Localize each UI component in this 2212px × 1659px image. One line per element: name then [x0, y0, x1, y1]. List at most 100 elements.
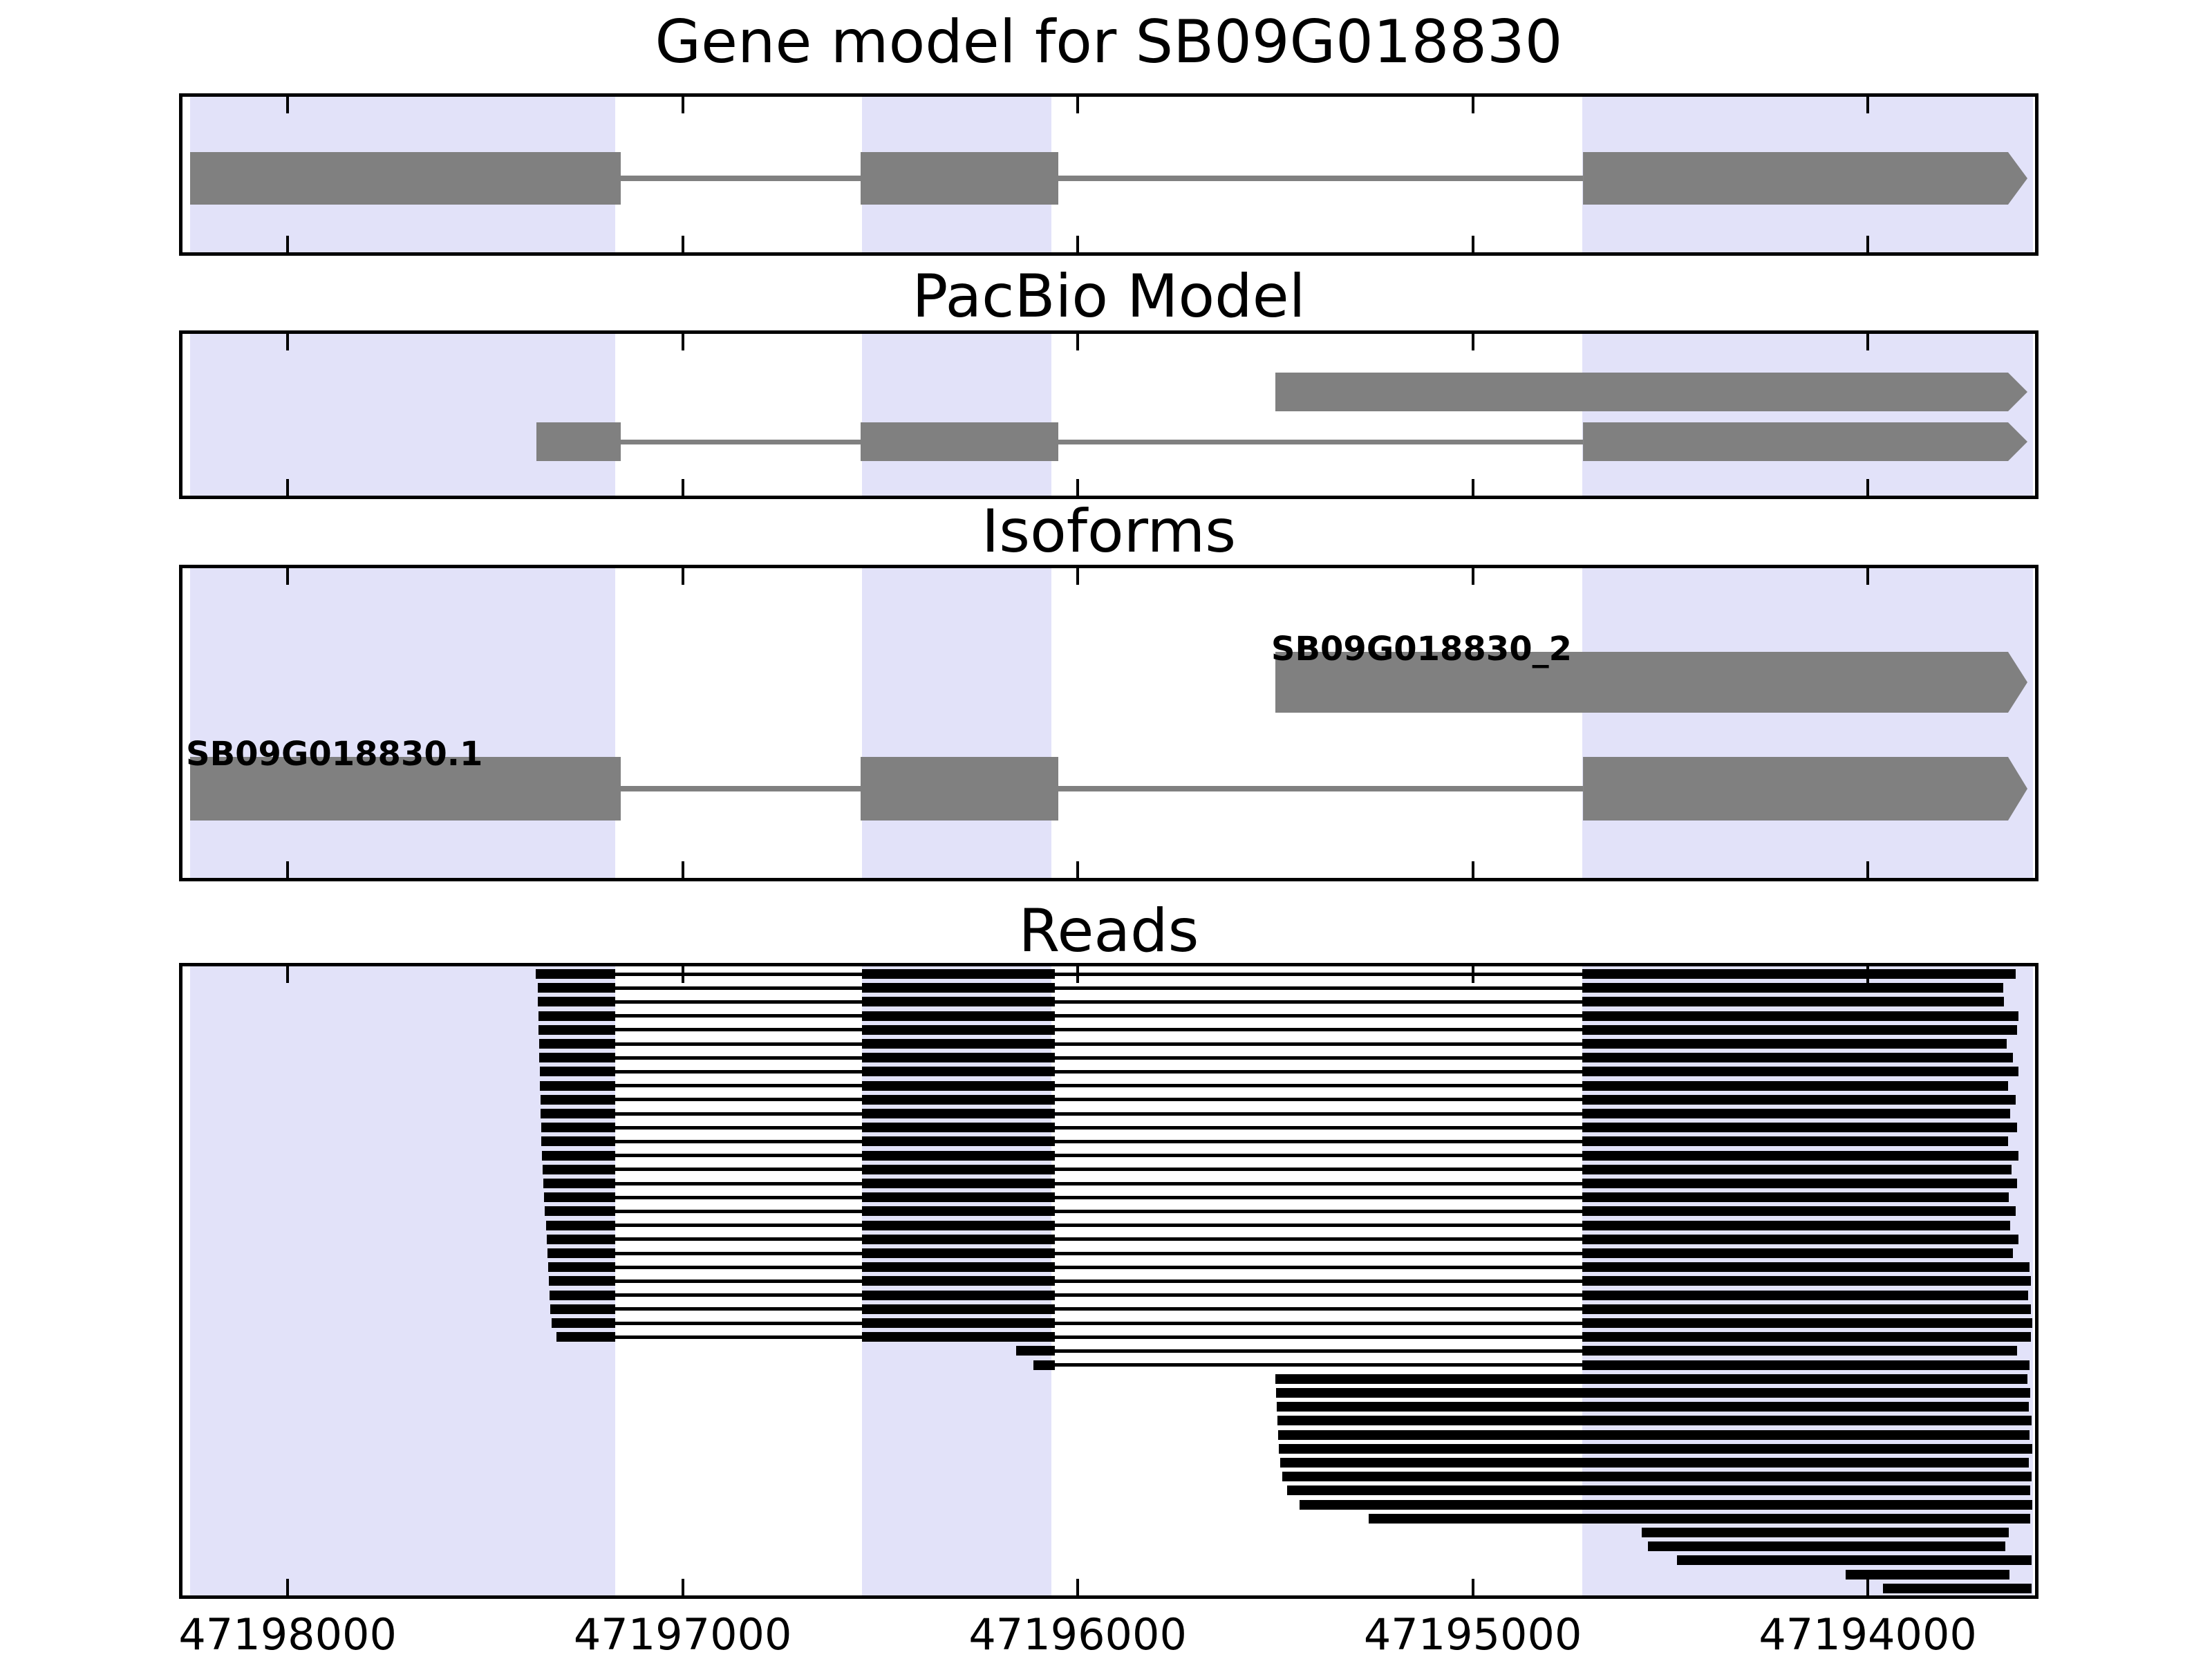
read-intron-line	[1054, 1363, 1582, 1367]
read-exon	[862, 1011, 1055, 1021]
x-axis-tick-mark	[681, 568, 684, 585]
read-exon	[1582, 1179, 2018, 1188]
read-exon	[538, 1024, 615, 1035]
read-intron-line	[615, 1042, 863, 1046]
x-axis-tick-mark	[286, 334, 290, 350]
read-exon	[1279, 1443, 2032, 1454]
read-exon	[862, 1053, 1055, 1063]
read-intron-line	[615, 1139, 863, 1143]
read-exon	[862, 1248, 1055, 1258]
read-exon	[547, 1234, 615, 1244]
pacbio-transcript-intron-line	[620, 439, 861, 444]
read-intron-line	[1054, 1154, 1582, 1158]
read-intron-line	[1054, 1125, 1582, 1130]
read-exon	[540, 1109, 615, 1118]
read-intron-line	[615, 1028, 863, 1032]
read-exon	[1582, 1011, 2018, 1021]
gene-model-intron-line	[1058, 176, 1584, 181]
read-intron-line	[1054, 1042, 1582, 1046]
read-intron-line	[615, 972, 863, 976]
read-exon	[862, 1109, 1055, 1118]
read-exon	[544, 1192, 615, 1203]
read-exon	[548, 1262, 615, 1273]
read-intron-line	[1054, 1139, 1582, 1143]
read-intron-line	[1054, 1014, 1582, 1018]
read-intron-line	[1054, 1279, 1582, 1283]
read-intron-line	[1054, 1237, 1582, 1241]
read-intron-line	[615, 1000, 863, 1004]
isoform-exon	[190, 757, 621, 821]
pacbio-transcript-intron-line	[1058, 439, 1584, 444]
read-exon	[1278, 1430, 2030, 1440]
read-exon	[1275, 1374, 2027, 1384]
isoform-exon	[1275, 652, 2027, 713]
read-exon	[862, 1123, 1055, 1133]
read-exon	[540, 1067, 615, 1077]
x-axis-tick-mark	[681, 479, 684, 496]
read-exon	[1582, 1220, 2010, 1230]
read-exon	[1582, 1192, 2009, 1203]
read-intron-line	[1054, 972, 1582, 976]
read-exon	[1582, 1164, 2012, 1174]
read-exon	[1677, 1555, 2032, 1566]
isoform-name-label: SB09G018830.1	[186, 735, 483, 774]
read-exon	[1369, 1513, 2030, 1524]
read-intron-line	[1054, 1251, 1582, 1255]
read-exon	[537, 983, 615, 993]
x-axis-tick-mark	[681, 236, 684, 252]
x-axis-tick-mark	[1471, 334, 1474, 350]
read-exon	[547, 1248, 615, 1258]
exon-highlight-band	[1582, 334, 2033, 496]
read-intron-line	[615, 1056, 863, 1060]
read-exon	[1582, 1262, 2030, 1273]
read-intron-line	[1054, 1209, 1582, 1213]
read-exon	[1582, 1248, 2013, 1258]
read-intron-line	[615, 1335, 863, 1339]
read-exon	[1582, 1080, 2008, 1091]
read-intron-line	[615, 986, 863, 990]
read-exon	[862, 983, 1055, 993]
read-exon	[1276, 1388, 2030, 1398]
read-exon	[1277, 1402, 2029, 1412]
read-intron-line	[1054, 1028, 1582, 1032]
read-exon	[1582, 1039, 2007, 1049]
isoform-intron-line	[620, 786, 861, 791]
exon-highlight-band	[190, 568, 615, 878]
read-exon	[548, 1276, 615, 1286]
read-exon	[1582, 997, 2005, 1007]
read-exon	[1582, 1346, 2018, 1356]
read-exon	[1582, 1067, 2018, 1077]
read-intron-line	[1054, 1335, 1582, 1339]
exon-highlight-band	[862, 334, 1051, 496]
read-exon	[862, 1136, 1055, 1147]
read-intron-line	[615, 1084, 863, 1088]
x-axis-tick-mark	[1076, 479, 1080, 496]
read-exon	[862, 1080, 1055, 1091]
x-axis-tick-mark	[1866, 236, 1870, 252]
x-tick-label-47195000: 47195000	[1363, 1609, 1582, 1659]
read-exon	[550, 1290, 615, 1300]
read-intron-line	[1054, 986, 1582, 990]
read-exon	[1582, 1136, 2008, 1147]
read-intron-line	[1054, 1181, 1582, 1185]
read-intron-line	[615, 1098, 863, 1102]
x-axis-tick-mark	[681, 97, 684, 113]
read-exon	[1582, 1360, 2030, 1370]
panel-title-pacbio-model: PacBio Model	[912, 262, 1306, 331]
read-exon	[545, 1206, 615, 1217]
panel-title-gene-model: Gene model for SB09G018830	[655, 8, 1563, 77]
read-intron-line	[615, 1251, 863, 1255]
read-exon	[1582, 1276, 2032, 1286]
read-exon	[862, 1164, 1055, 1174]
gene-model-exon	[1583, 152, 2027, 205]
read-intron-line	[615, 1224, 863, 1228]
read-intron-line	[1054, 1056, 1582, 1060]
x-axis-tick-mark	[1866, 861, 1870, 878]
panel-reads	[179, 963, 2038, 1599]
read-exon	[1648, 1541, 2005, 1552]
read-exon	[539, 1039, 615, 1049]
panel-isoforms: SB09G018830_2 SB09G018830.1	[179, 565, 2038, 881]
read-intron-line	[1054, 1098, 1582, 1102]
x-axis-tick-mark	[1471, 1579, 1474, 1595]
